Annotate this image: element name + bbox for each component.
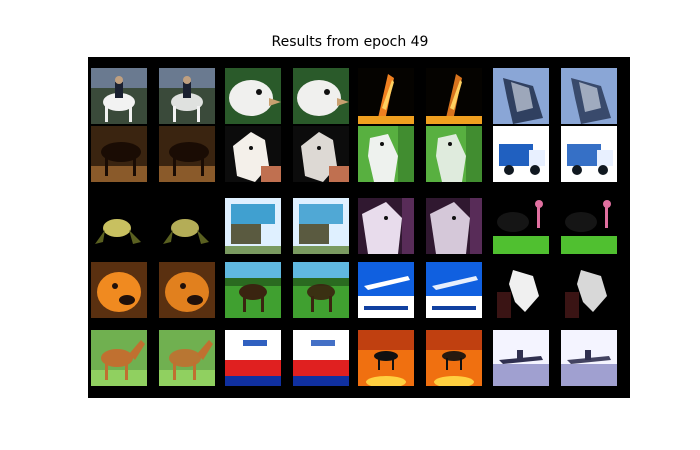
result-image (426, 330, 482, 386)
result-image (358, 262, 414, 318)
result-image (225, 68, 281, 124)
result-image (426, 262, 482, 318)
bird-head-original (225, 68, 281, 124)
result-image (91, 68, 147, 124)
horse-close-original (358, 198, 414, 254)
horse-rider-original (91, 68, 147, 124)
horse-head-reconstruction (561, 68, 617, 124)
result-image (91, 330, 147, 386)
horse-rider-reconstruction (159, 68, 215, 124)
red-scene-original (225, 330, 281, 386)
result-image (225, 330, 281, 386)
result-image (358, 126, 414, 182)
orange-dog-reconstruction (159, 262, 215, 318)
result-image (358, 198, 414, 254)
result-image (561, 330, 617, 386)
result-image (159, 330, 215, 386)
horse-sunset-reconstruction (426, 330, 482, 386)
result-image (293, 126, 349, 182)
horse-head-original (493, 68, 549, 124)
result-image (159, 198, 215, 254)
result-image (561, 68, 617, 124)
dark-horse-original (91, 126, 147, 182)
result-image (561, 262, 617, 318)
result-image (493, 198, 549, 254)
frog-original (91, 198, 147, 254)
black-horse-head-original (493, 262, 549, 318)
bird-pink-original (493, 198, 549, 254)
result-image (91, 262, 147, 318)
airplane-original (358, 262, 414, 318)
red-scene-reconstruction (293, 330, 349, 386)
horse-sunset-original (358, 330, 414, 386)
result-image (293, 262, 349, 318)
result-image (426, 68, 482, 124)
horse-close-reconstruction (426, 198, 482, 254)
black-horse-head-reconstruction (561, 262, 617, 318)
white-horse-head-original (225, 126, 281, 182)
result-image (159, 262, 215, 318)
result-image (293, 68, 349, 124)
result-image (293, 330, 349, 386)
result-image (293, 198, 349, 254)
result-image (159, 126, 215, 182)
horse-field-original (225, 262, 281, 318)
truck-original (493, 126, 549, 182)
bird-flame-reconstruction (426, 68, 482, 124)
blue-truck-original (225, 198, 281, 254)
result-image (493, 330, 549, 386)
result-image (225, 126, 281, 182)
frog-reconstruction (159, 198, 215, 254)
result-image (358, 330, 414, 386)
result-image (225, 262, 281, 318)
result-image (493, 262, 549, 318)
result-image (91, 198, 147, 254)
result-image (493, 126, 549, 182)
result-image (159, 68, 215, 124)
airplane-snow-original (493, 330, 549, 386)
airplane-snow-reconstruction (561, 330, 617, 386)
result-image (426, 126, 482, 182)
result-image (493, 68, 549, 124)
image-grid (88, 57, 630, 398)
result-image (358, 68, 414, 124)
airplane-reconstruction (426, 262, 482, 318)
truck-reconstruction (561, 126, 617, 182)
bird-flame-original (358, 68, 414, 124)
horse-field-reconstruction (293, 262, 349, 318)
result-image (561, 198, 617, 254)
orange-dog-original (91, 262, 147, 318)
white-horse-head-reconstruction (293, 126, 349, 182)
brown-horse-reconstruction (159, 330, 215, 386)
horse-on-grass-reconstruction (426, 126, 482, 182)
brown-horse-original (91, 330, 147, 386)
result-image (225, 198, 281, 254)
figure-title: Results from epoch 49 (271, 34, 429, 50)
bird-head-reconstruction (293, 68, 349, 124)
horse-on-grass-original (358, 126, 414, 182)
result-image (426, 198, 482, 254)
result-image (561, 126, 617, 182)
result-image (91, 126, 147, 182)
bird-pink-reconstruction (561, 198, 617, 254)
dark-horse-reconstruction (159, 126, 215, 182)
blue-truck-reconstruction (293, 198, 349, 254)
